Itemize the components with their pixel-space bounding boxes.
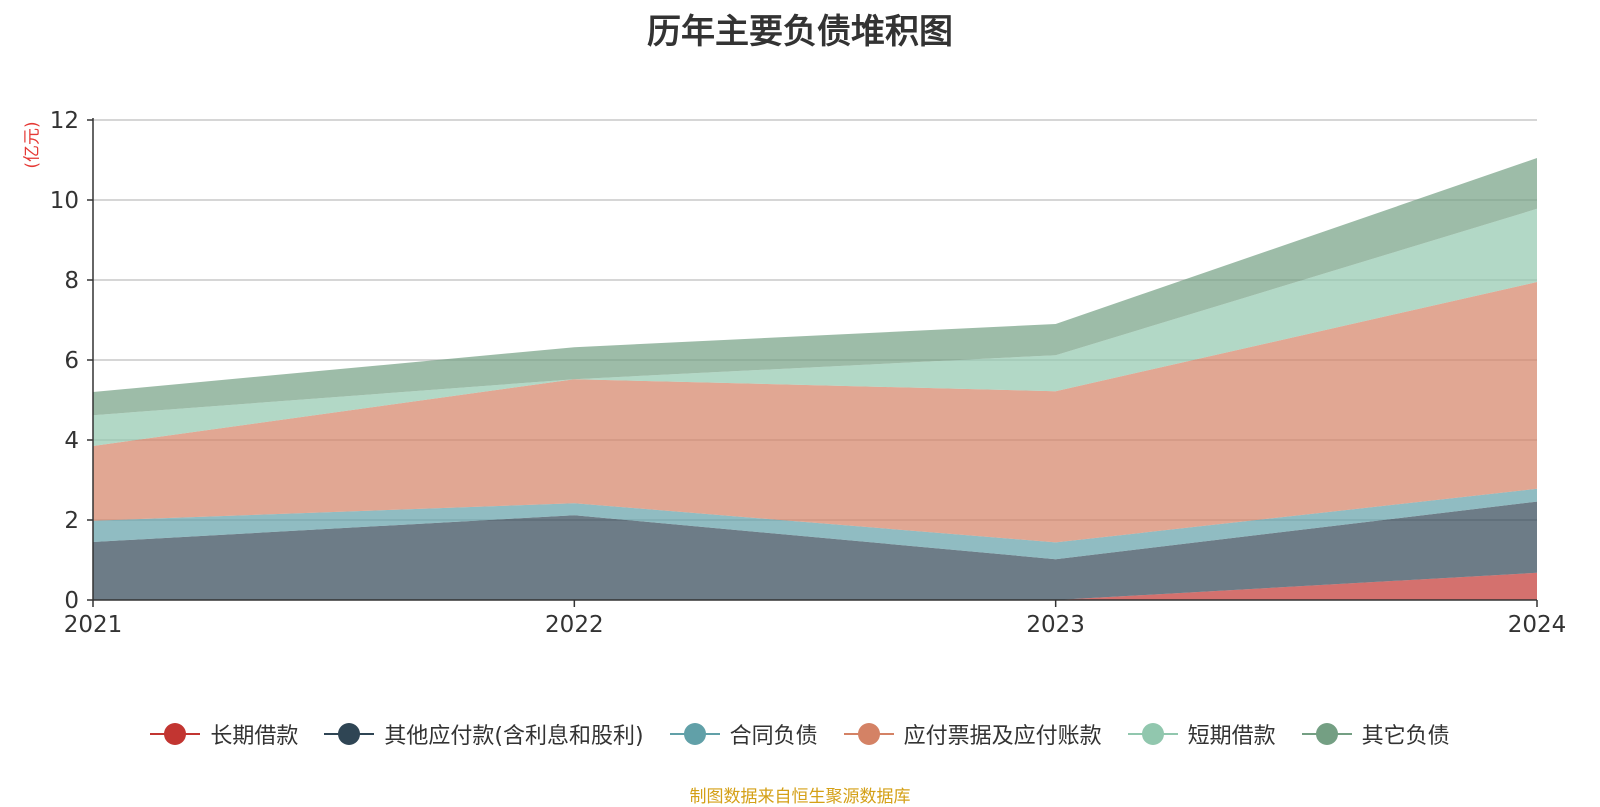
- legend-label: 短期借款: [1187, 724, 1276, 749]
- legend-marker-icon: [843, 722, 894, 746]
- legend-item[interactable]: 其他应付款(含利息和股利): [324, 718, 644, 750]
- legend-marker-icon: [669, 722, 720, 746]
- legend-label: 其他应付款(含利息和股利): [384, 724, 644, 749]
- chart-title: 历年主要负债堆积图: [647, 12, 953, 52]
- area-长期借款: [93, 572, 1537, 600]
- legend-label: 应付票据及应付账款: [903, 724, 1102, 749]
- axes: [87, 118, 1538, 607]
- y-tick-label: 8: [64, 268, 79, 294]
- legend-item[interactable]: 合同负债: [669, 718, 818, 750]
- legend-label: 长期借款: [210, 724, 299, 749]
- area-短期借款: [93, 208, 1537, 446]
- area-其它负债: [93, 158, 1537, 416]
- legend-item[interactable]: 其它负债: [1301, 718, 1450, 750]
- legend-label: 合同负债: [729, 724, 818, 749]
- y-tick-label: 4: [64, 428, 79, 454]
- y-tick-label: 10: [50, 188, 79, 214]
- legend-label: 其它负债: [1361, 724, 1450, 749]
- source-note: 制图数据来自恒生聚源数据库: [689, 787, 911, 807]
- y-tick-label: 2: [64, 508, 79, 534]
- area-应付票据及应付账款: [93, 282, 1537, 543]
- legend: 长期借款 其他应付款(含利息和股利) 合同负债 应付票据及应付账款 短期借款 其它负债: [0, 718, 1600, 750]
- tick-labels: 0 2 4 6 8 10 12 2021 2022 2023 2024: [50, 108, 1567, 638]
- x-tick-label: 2023: [1026, 612, 1085, 638]
- legend-marker-icon: [1301, 722, 1352, 746]
- stacked-area-chart: 0 2 4 6 8 10 12 2021 2022 2023 2024: [50, 108, 1567, 638]
- legend-marker-icon: [150, 722, 201, 746]
- legend-item[interactable]: 应付票据及应付账款: [843, 718, 1102, 750]
- area-其他应付款(含利息和股利): [93, 501, 1537, 600]
- legend-marker-icon: [1127, 722, 1178, 746]
- x-tick-label: 2022: [545, 612, 604, 638]
- series-areas: [93, 158, 1537, 600]
- area-合同负债: [93, 488, 1537, 560]
- y-tick-label: 12: [50, 108, 79, 134]
- y-tick-label: 6: [64, 348, 79, 374]
- legend-marker-icon: [324, 722, 375, 746]
- legend-item[interactable]: 短期借款: [1127, 718, 1276, 750]
- legend-item[interactable]: 长期借款: [150, 718, 298, 750]
- x-tick-label: 2021: [64, 612, 123, 638]
- x-tick-label: 2024: [1508, 612, 1567, 638]
- y-tick-label: 0: [64, 588, 79, 614]
